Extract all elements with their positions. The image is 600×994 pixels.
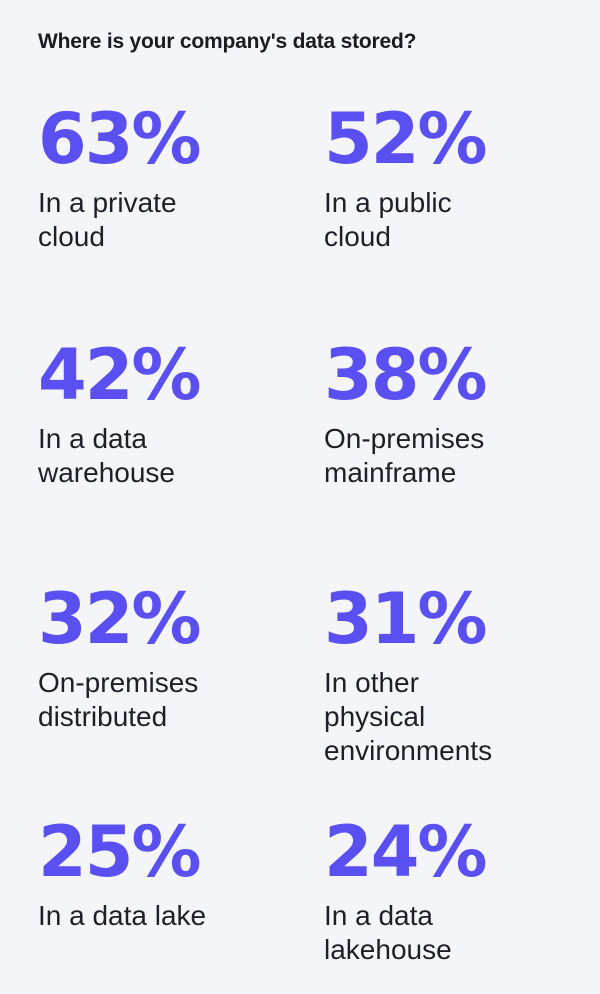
- stat-label: In other physical environments: [324, 667, 493, 766]
- stat-label: In a public cloud: [324, 187, 452, 252]
- stat-label: On-premises mainframe: [324, 423, 485, 488]
- stat-label: In a private cloud: [38, 187, 177, 252]
- stat-data-lake: 25% In a data lake: [38, 813, 288, 933]
- stat-on-premises-mainframe: 38% On-premises mainframe: [324, 336, 574, 490]
- stat-value: 25%: [38, 811, 202, 893]
- stat-label: In a data warehouse: [38, 423, 175, 488]
- stat-public-cloud: 52% In a public cloud: [324, 100, 574, 254]
- stat-private-cloud: 63% In a private cloud: [38, 100, 288, 254]
- stat-value: 52%: [324, 98, 488, 180]
- stat-value: 42%: [38, 334, 202, 416]
- stat-value: 31%: [324, 578, 488, 660]
- stat-label: In a data lake: [38, 900, 207, 931]
- stat-label: In a data lakehouse: [324, 900, 452, 965]
- stat-other-physical-environments: 31% In other physical environments: [324, 580, 574, 768]
- stat-on-premises-distributed: 32% On-premises distributed: [38, 580, 288, 734]
- stat-value: 24%: [324, 811, 488, 893]
- stat-value: 63%: [38, 98, 202, 180]
- stat-value: 32%: [38, 578, 202, 660]
- stat-label: On-premises distributed: [38, 667, 199, 732]
- stat-value: 38%: [324, 334, 488, 416]
- chart-title: Where is your company's data stored?: [38, 30, 417, 53]
- stat-data-lakehouse: 24% In a data lakehouse: [324, 813, 574, 967]
- stat-data-warehouse: 42% In a data warehouse: [38, 336, 288, 490]
